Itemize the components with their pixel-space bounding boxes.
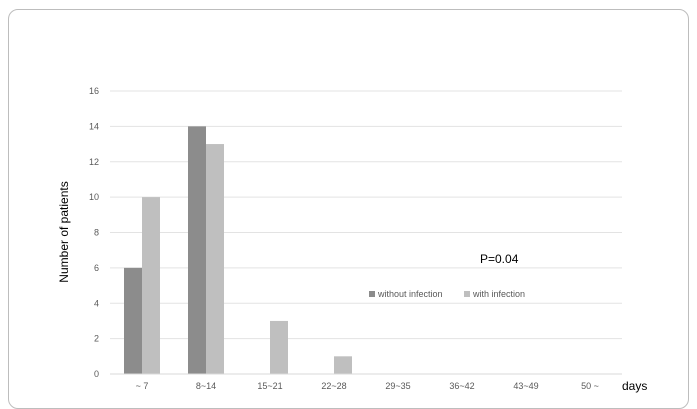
y-tick-label: 14	[89, 121, 99, 131]
bars	[124, 126, 352, 374]
x-axis-label: days	[622, 379, 647, 393]
gridlines	[110, 90, 622, 340]
chart-frame	[8, 9, 689, 409]
legend-label: without infection	[377, 289, 443, 299]
y-tick-label: 6	[94, 263, 99, 273]
bar-with-infection-3	[334, 356, 352, 374]
x-tick-label: 8~14	[196, 381, 216, 391]
y-axis-ticks: 0 2 4 6 8 10 12 14 16	[89, 86, 99, 379]
legend: without infection with infection	[369, 289, 525, 299]
x-tick-label: ~ 7	[136, 381, 149, 391]
bar-with-infection-0	[142, 197, 160, 374]
y-tick-label: 2	[94, 334, 99, 344]
x-tick-label: 43~49	[513, 381, 538, 391]
legend-swatch	[369, 291, 375, 297]
y-axis-label: Number of patients	[57, 181, 71, 282]
bar-with-infection-1	[206, 144, 224, 374]
x-tick-label: 15~21	[257, 381, 282, 391]
x-axis-ticks: ~ 7 8~14 15~21 22~28 29~35 36~42 43~49 50 ~	[136, 381, 599, 391]
x-tick-label: 50 ~	[581, 381, 599, 391]
x-tick-label: 22~28	[321, 381, 346, 391]
bar-without-infection-0	[124, 267, 142, 374]
y-tick-label: 8	[94, 228, 99, 238]
x-tick-label: 36~42	[449, 381, 474, 391]
bar-with-infection-2	[270, 320, 288, 374]
legend-swatch	[464, 291, 470, 297]
bar-chart: 0 2 4 6 8 10 12 14 16 ~ 7 8~14 15~21 22~28 29~35 36~4…	[57, 86, 647, 393]
p-value-annotation: P=0.04	[480, 252, 519, 266]
x-tick-label: 29~35	[385, 381, 410, 391]
y-tick-label: 10	[89, 192, 99, 202]
y-tick-label: 12	[89, 157, 99, 167]
y-tick-label: 4	[94, 298, 99, 308]
y-tick-label: 0	[94, 369, 99, 379]
bar-without-infection-1	[188, 126, 206, 374]
y-tick-label: 16	[89, 86, 99, 96]
legend-label: with infection	[472, 289, 525, 299]
